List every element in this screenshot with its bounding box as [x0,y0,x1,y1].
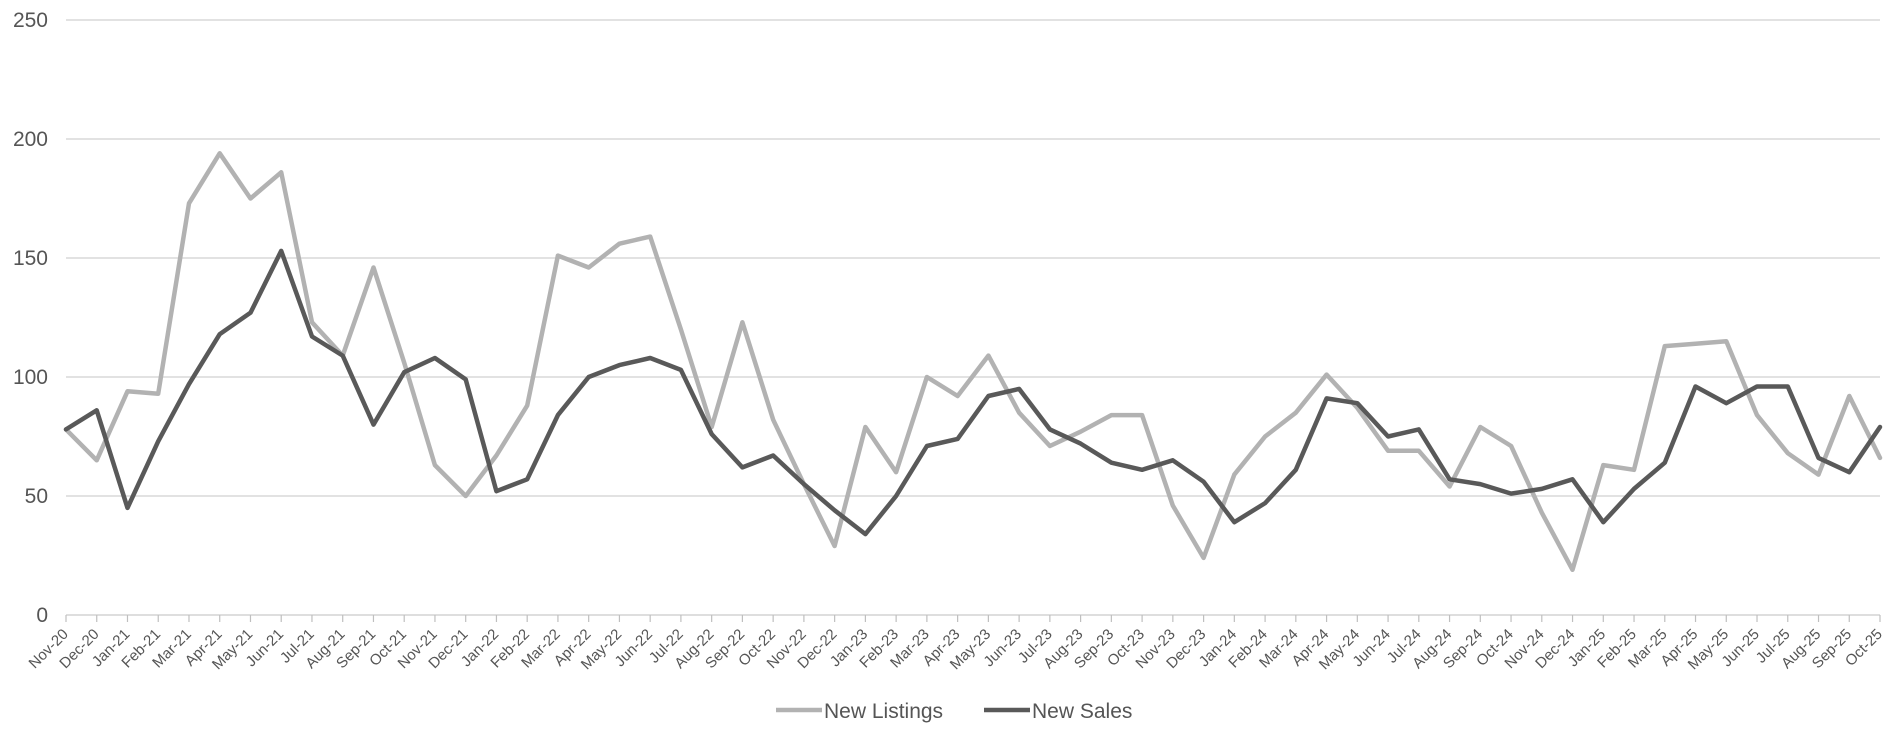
legend-label: New Listings [824,700,943,723]
gridlines [66,19,1880,616]
y-tick-label: 50 [25,485,48,508]
y-tick-label: 150 [13,247,48,270]
y-tick-label: 200 [13,128,48,151]
legend-label: New Sales [1032,700,1132,723]
y-tick-label: 100 [13,366,48,389]
series-line-new-sales [63,248,1883,537]
y-tick-label: 0 [36,604,48,627]
series-line-new-listings [63,151,1883,573]
legend: New Listings New Sales [776,700,1132,723]
x-axis: Nov-20Dec-20Jan-21Feb-21Mar-21Apr-21May-… [26,614,1886,673]
series-lines [63,151,1883,573]
y-axis-ticks: 0 50 100 150 200 250 [13,9,48,627]
y-tick-label: 250 [13,9,48,32]
